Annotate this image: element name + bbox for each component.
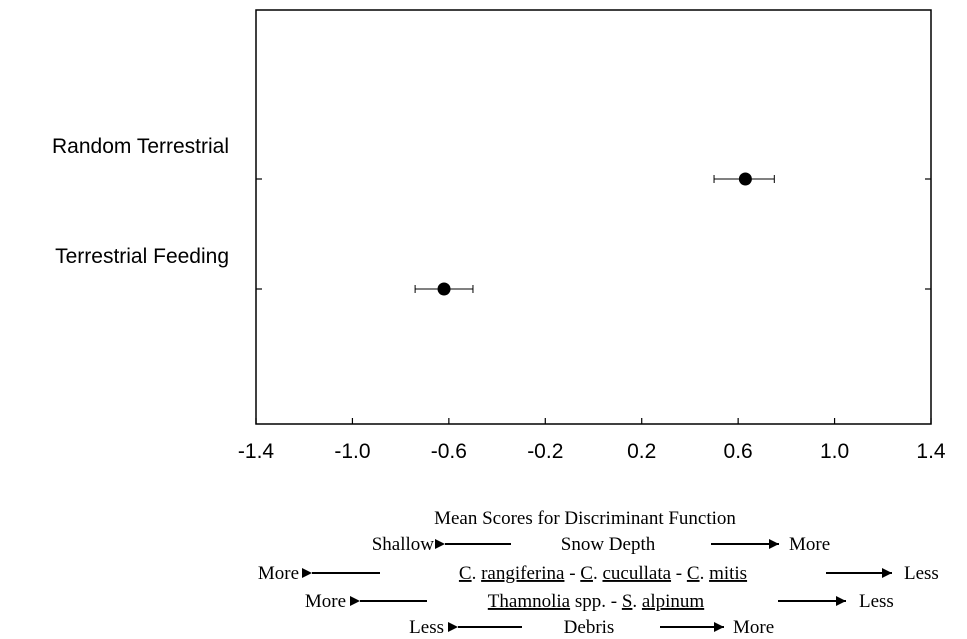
- y-axis-ticks: [256, 178, 931, 290]
- legend-row1-left: Shallow: [372, 534, 435, 555]
- legend-row4-left: Less: [409, 617, 444, 638]
- category-labels: Random Terrestrial Terrestrial Feeding: [52, 135, 229, 268]
- x-tick-label: -1.4: [238, 440, 275, 463]
- data-point: [437, 282, 451, 296]
- plot-frame: [255, 9, 932, 425]
- legend-row3-left: More: [305, 591, 346, 612]
- legend-row3-right: Less: [859, 591, 894, 612]
- x-tick-label: 0.6: [724, 440, 753, 463]
- legend-row2-right: Less: [904, 563, 939, 584]
- legend-row1-right: More: [789, 534, 830, 555]
- category-label: Random Terrestrial: [52, 135, 229, 158]
- data-points: [414, 172, 775, 296]
- x-tick-label: 0.2: [627, 440, 656, 463]
- data-point: [738, 172, 752, 186]
- x-axis-ticks: -1.4 -1.0 -0.6 -0.2 0.2 0.6 1.0 1.4: [238, 418, 946, 463]
- legend-row1-center: Snow Depth: [561, 534, 656, 555]
- legend-row2-left: More: [258, 563, 299, 584]
- legend-row2-center: C. rangiferina - C. cucullata - C. mitis: [459, 563, 747, 584]
- x-tick-label: -1.0: [334, 440, 370, 463]
- category-label: Terrestrial Feeding: [55, 245, 229, 268]
- x-tick-label: 1.4: [916, 440, 946, 463]
- x-axis-label: Mean Scores for Discriminant Function: [434, 508, 736, 529]
- x-tick-label: -0.2: [527, 440, 563, 463]
- x-tick-label: 1.0: [820, 440, 849, 463]
- x-tick-label: -0.6: [431, 440, 467, 463]
- legend-row4-right: More: [733, 617, 774, 638]
- legend-row3-center: Thamnolia spp. - S. alpinum: [488, 591, 705, 612]
- legend-row4-center: Debris: [564, 617, 615, 638]
